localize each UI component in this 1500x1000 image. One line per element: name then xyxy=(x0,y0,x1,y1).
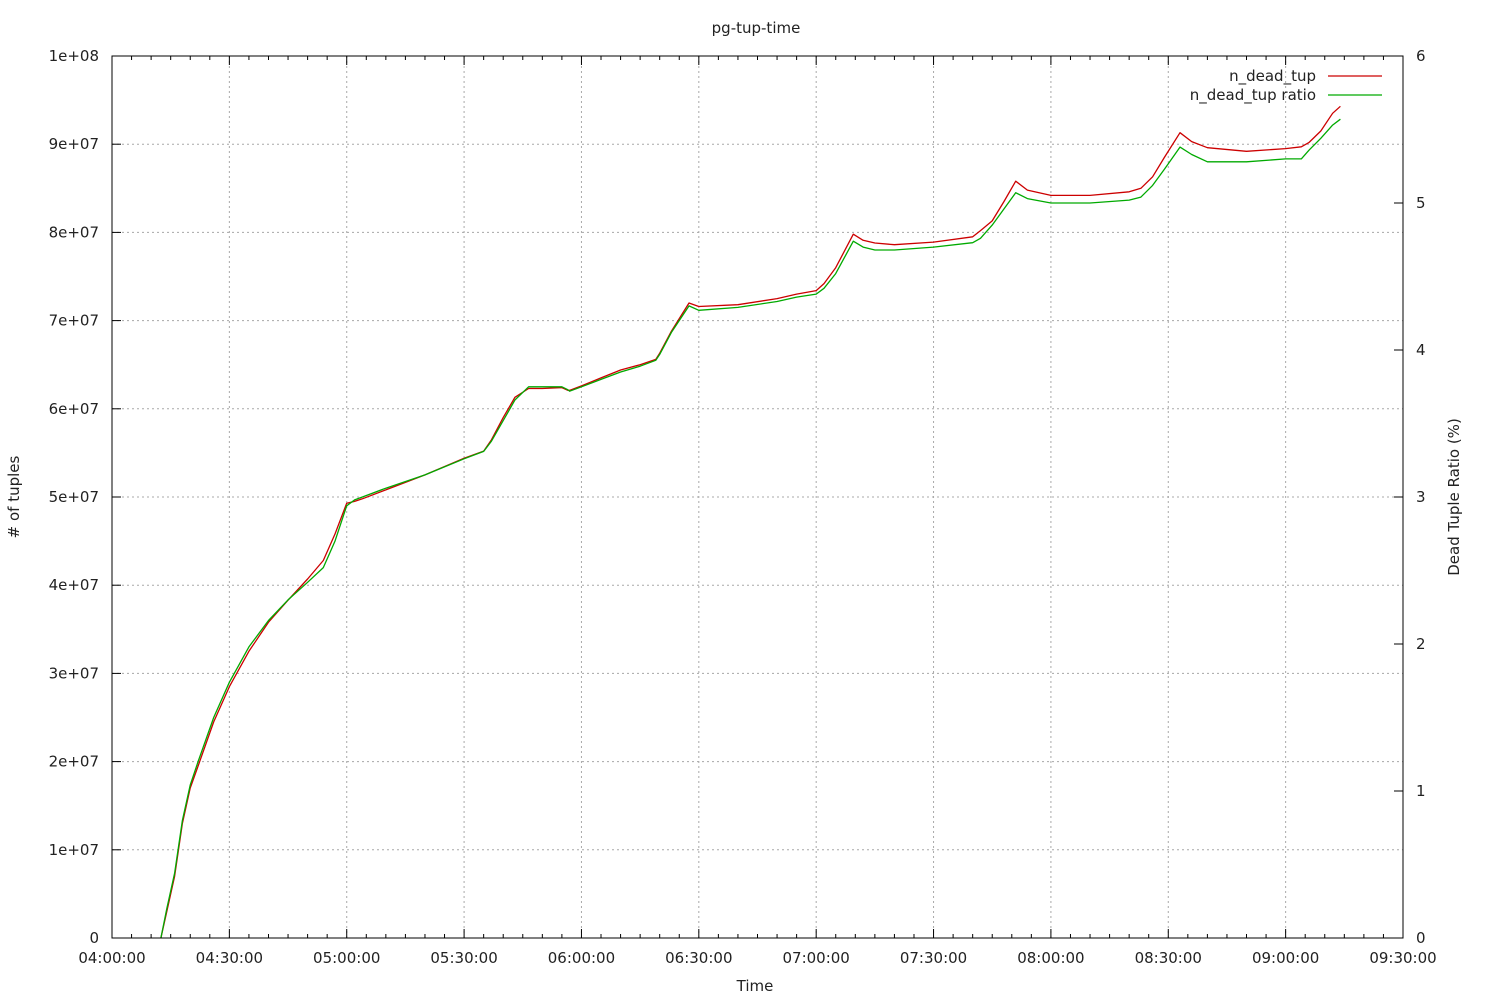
x-tick-label: 06:30:00 xyxy=(665,949,732,967)
y-tick-label: 5e+07 xyxy=(49,488,99,506)
y-tick-label: 1e+07 xyxy=(49,841,99,859)
x-tick-label: 05:00:00 xyxy=(313,949,380,967)
x-tick-label: 06:00:00 xyxy=(548,949,615,967)
legend-label-n-dead-tup: n_dead_tup xyxy=(1229,67,1316,86)
y2-tick-label: 3 xyxy=(1416,488,1426,506)
x-tick-label: 04:00:00 xyxy=(78,949,145,967)
x-tick-label: 08:00:00 xyxy=(1017,949,1084,967)
y-axis-label: # of tuples xyxy=(5,455,23,538)
y2-tick-label: 0 xyxy=(1416,929,1426,947)
series-lines xyxy=(160,105,1341,939)
x-tick-label: 09:30:00 xyxy=(1369,949,1436,967)
y-tick-label: 0 xyxy=(89,929,99,947)
x-tick-label: 04:30:00 xyxy=(196,949,263,967)
x-tick-label: 07:00:00 xyxy=(782,949,849,967)
y2-axis-label: Dead Tuple Ratio (%) xyxy=(1445,418,1463,576)
y2-tick-label: 5 xyxy=(1416,194,1426,212)
y2-tick-label: 6 xyxy=(1416,47,1426,65)
series-line-n-dead-tup xyxy=(160,105,1341,939)
y-tick-label: 6e+07 xyxy=(49,400,99,418)
y2-tick-label: 4 xyxy=(1416,341,1426,359)
series-line-n-dead-tup-ratio xyxy=(160,118,1341,939)
grid xyxy=(112,56,1403,938)
x-tick-label: 08:30:00 xyxy=(1135,949,1202,967)
y-tick-label: 7e+07 xyxy=(49,312,99,330)
legend-label-n-dead-tup-ratio: n_dead_tup ratio xyxy=(1190,86,1316,105)
y-tick-label: 9e+07 xyxy=(49,135,99,153)
x-tick-label: 09:00:00 xyxy=(1252,949,1319,967)
x-axis-label: Time xyxy=(736,977,774,995)
x-tick-label: 05:30:00 xyxy=(430,949,497,967)
y2-tick-label: 1 xyxy=(1416,782,1426,800)
axis-ticks: 04:00:00 04:30:00 05:00:00 05:30:00 06:00:00… xyxy=(49,47,1437,967)
y2-tick-label: 2 xyxy=(1416,635,1426,653)
y-tick-label: 8e+07 xyxy=(49,223,99,241)
x-tick-label: 07:30:00 xyxy=(900,949,967,967)
chart-title: pg-tup-time xyxy=(712,19,801,37)
y-tick-label: 1e+08 xyxy=(49,47,99,65)
y-tick-label: 2e+07 xyxy=(49,753,99,771)
y-tick-label: 4e+07 xyxy=(49,576,99,594)
legend: n_dead_tup n_dead_tup ratio xyxy=(1190,67,1382,105)
y-tick-label: 3e+07 xyxy=(49,664,99,682)
